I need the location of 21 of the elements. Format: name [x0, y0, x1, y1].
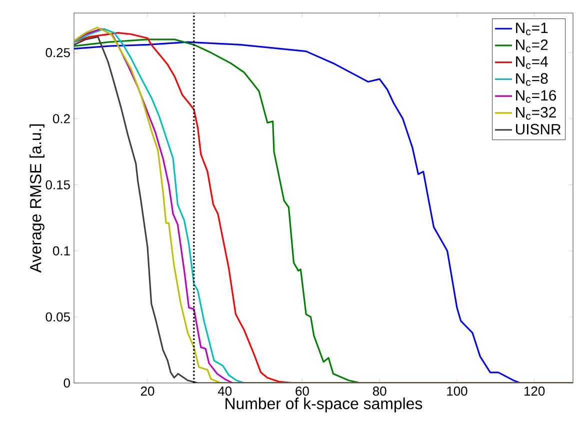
y-tick-label: 0.05 [46, 312, 70, 322]
x-tick-label: 20 [140, 386, 154, 396]
y-tick-label: 0.25 [46, 48, 70, 58]
legend-label: N$_{c}$=16 [516, 90, 556, 103]
x-tick-label: 80 [372, 386, 386, 396]
x-tick-label: 60 [296, 386, 309, 396]
legend-label: N$_{c}$=32 [516, 107, 556, 120]
legend-label: UISNR [516, 124, 561, 134]
y-axis-title: Average RMSE [a.u.] [30, 124, 44, 273]
x-axis-title: Number of k-space samples [226, 398, 422, 412]
x-tick-label: 40 [218, 386, 232, 396]
legend-label: N$_{c}$=1 [516, 22, 548, 36]
y-tick-label: 0.15 [46, 180, 70, 190]
y-tick-label: 0.2 [52, 114, 70, 124]
y-tick-label: 0 [64, 378, 70, 388]
y-tick-label: 0.1 [52, 246, 70, 256]
x-tick-label: 100 [447, 386, 468, 396]
legend-label: N$_{c}$=4 [516, 56, 548, 69]
legend-label: N$_{c}$=2 [516, 40, 548, 52]
x-tick-label: 120 [524, 386, 545, 396]
legend-label: N$_{c}$=8 [516, 73, 548, 86]
